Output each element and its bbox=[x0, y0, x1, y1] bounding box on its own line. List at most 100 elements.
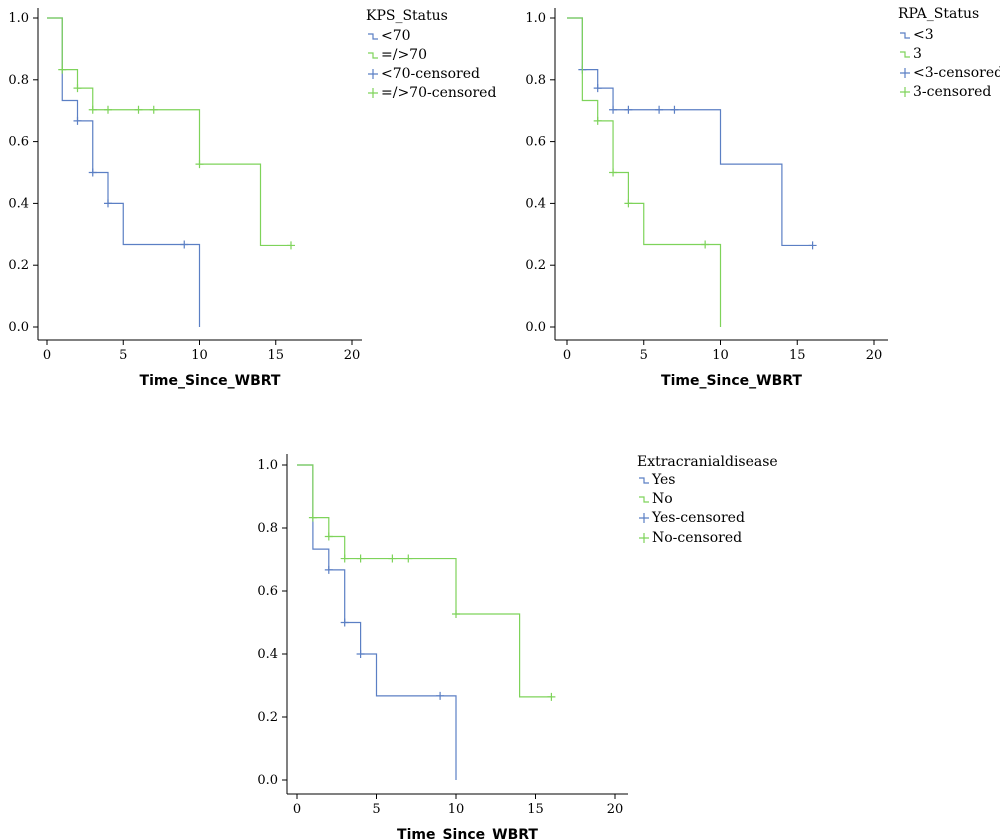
censor-mark bbox=[593, 84, 602, 93]
km-curve-blue bbox=[567, 17, 813, 247]
x-tick-label: 15 bbox=[527, 802, 544, 817]
censor-mark bbox=[88, 105, 97, 114]
legend-label: <70 bbox=[381, 28, 411, 44]
y-tick-label: 0.8 bbox=[8, 73, 29, 88]
x-tick-label: 15 bbox=[789, 348, 806, 363]
x-tick-label: 10 bbox=[191, 348, 208, 363]
y-tick-label: 0.2 bbox=[525, 258, 546, 273]
censor-mark bbox=[180, 240, 189, 249]
y-tick-label: 0.8 bbox=[257, 521, 278, 536]
censor-mark bbox=[356, 554, 365, 563]
y-tick-label: 1.0 bbox=[257, 458, 278, 473]
legend-label: <3 bbox=[913, 27, 934, 43]
censor-mark bbox=[149, 105, 158, 114]
legend-label: 3-censored bbox=[913, 84, 991, 100]
legend-label: <70-censored bbox=[381, 66, 480, 82]
legend-label: <3-censored bbox=[913, 65, 1000, 81]
legend-censor-swatch bbox=[368, 69, 378, 79]
legend: KPS_Status <70 =/>70 <70-censored =/>70-cens… bbox=[366, 8, 496, 101]
x-tick-label: 0 bbox=[293, 802, 301, 817]
y-tick-label: 0.8 bbox=[525, 73, 546, 88]
x-tick-label: 15 bbox=[267, 348, 284, 363]
x-axis-title: Time_Since_WBRT bbox=[661, 373, 802, 389]
censor-mark bbox=[340, 618, 349, 627]
censor-mark bbox=[452, 609, 460, 618]
legend-label: Yes-censored bbox=[651, 510, 745, 526]
censor-mark bbox=[104, 105, 112, 114]
x-tick-label: 0 bbox=[43, 348, 51, 363]
x-tick-label: 10 bbox=[712, 348, 729, 363]
censor-mark bbox=[404, 554, 413, 563]
x-axis-title: Time_Since_WBRT bbox=[397, 827, 538, 840]
censor-mark bbox=[134, 105, 143, 114]
legend-line-swatch bbox=[368, 52, 378, 59]
censor-mark bbox=[324, 532, 333, 541]
legend: Extracranialdisease Yes No Yes-censored No-c… bbox=[637, 454, 778, 546]
censor-mark bbox=[324, 565, 333, 574]
censor-mark bbox=[287, 241, 295, 250]
y-tick-label: 0.0 bbox=[257, 773, 278, 788]
censor-mark bbox=[624, 199, 633, 208]
y-tick-label: 0.4 bbox=[525, 196, 546, 211]
legend-line-swatch bbox=[639, 496, 649, 503]
censor-mark bbox=[701, 240, 710, 249]
y-tick-label: 1.0 bbox=[525, 11, 546, 26]
legend-censor-swatch bbox=[900, 68, 910, 78]
censor-mark bbox=[436, 691, 445, 700]
x-tick-label: 20 bbox=[607, 802, 624, 817]
censor-mark bbox=[308, 513, 317, 522]
y-tick-label: 0.4 bbox=[257, 647, 278, 662]
legend-title: RPA_Status bbox=[898, 6, 979, 22]
censor-mark bbox=[609, 168, 618, 177]
censor-mark bbox=[624, 105, 633, 114]
censor-mark bbox=[655, 105, 664, 114]
x-tick-label: 0 bbox=[563, 348, 571, 363]
legend-censor-swatch bbox=[900, 87, 910, 97]
censor-mark bbox=[73, 116, 82, 125]
censor-mark bbox=[356, 650, 365, 658]
legend-line-swatch bbox=[368, 33, 378, 40]
censor-mark bbox=[670, 105, 679, 114]
km-curve-blue bbox=[47, 17, 201, 327]
censor-mark bbox=[73, 84, 82, 93]
legend-label: =/>70 bbox=[381, 47, 427, 63]
legend-label: No bbox=[652, 491, 673, 507]
censor-mark bbox=[104, 199, 112, 208]
x-tick-label: 5 bbox=[372, 802, 380, 817]
legend-label: =/>70-censored bbox=[381, 85, 496, 101]
x-tick-label: 10 bbox=[448, 802, 465, 817]
legend-line-swatch bbox=[900, 51, 910, 58]
censor-mark bbox=[88, 168, 97, 177]
censor-mark bbox=[195, 160, 204, 169]
km-curve-green bbox=[47, 17, 291, 247]
legend: RPA_Status <3 3 <3-censored 3-censored bbox=[898, 6, 1000, 100]
y-tick-label: 0.6 bbox=[257, 584, 278, 599]
censor-mark bbox=[58, 65, 67, 74]
legend-title: KPS_Status bbox=[366, 8, 448, 24]
x-tick-label: 20 bbox=[866, 348, 883, 363]
censor-mark bbox=[593, 116, 602, 125]
legend-label: No-censored bbox=[652, 530, 742, 546]
x-tick-label: 5 bbox=[119, 348, 127, 363]
y-tick-label: 0.6 bbox=[8, 135, 29, 150]
x-tick-label: 5 bbox=[640, 348, 648, 363]
y-tick-label: 0.4 bbox=[8, 196, 29, 211]
legend-censor-swatch bbox=[368, 88, 378, 98]
km-panel-2: 0.0 0.2 0.4 0.6 0.8 1.0 0 5 10 15 20 Time_Since_WBR… bbox=[525, 6, 1000, 389]
legend-censor-swatch bbox=[639, 533, 649, 543]
censor-mark bbox=[547, 692, 556, 701]
legend-censor-swatch bbox=[639, 513, 649, 523]
y-tick-label: 0.2 bbox=[8, 258, 29, 273]
censor-mark bbox=[609, 105, 618, 114]
y-tick-label: 0.2 bbox=[257, 710, 278, 725]
censor-mark bbox=[340, 554, 349, 563]
y-tick-label: 0.6 bbox=[525, 135, 546, 150]
censor-mark bbox=[808, 241, 817, 250]
censor-mark bbox=[388, 554, 397, 563]
km-panel-1: 0.0 0.2 0.4 0.6 0.8 1.0 0 5 10 15 20 Time_Since_WBR… bbox=[8, 8, 496, 389]
km-curve-green bbox=[297, 464, 552, 698]
legend-label: 3 bbox=[913, 46, 922, 62]
legend-label: Yes bbox=[651, 472, 676, 488]
y-tick-label: 1.0 bbox=[8, 11, 29, 26]
